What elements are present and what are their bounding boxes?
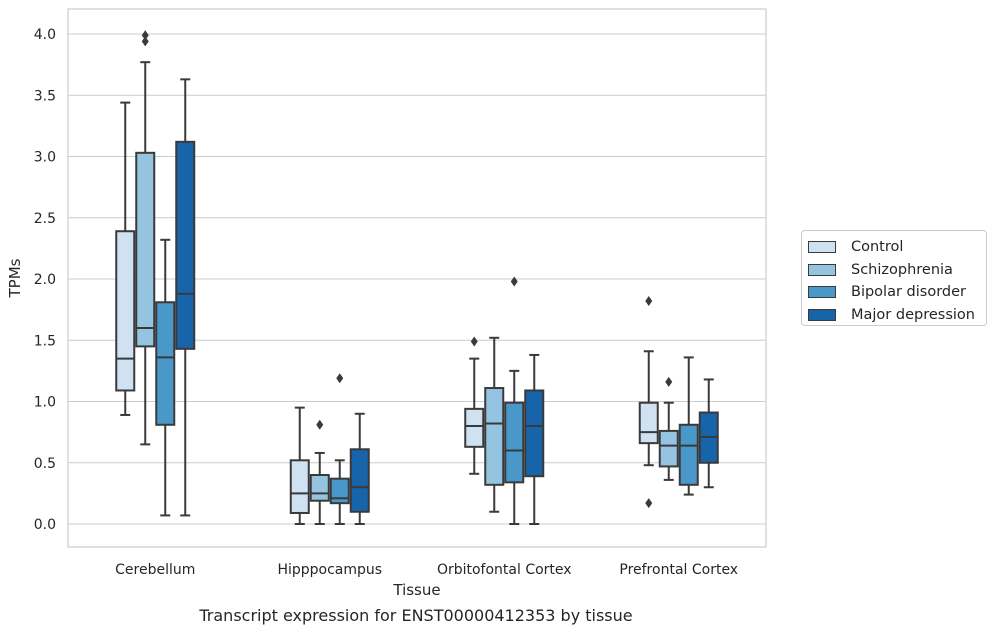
y-tick-label: 1.5 [34,333,56,349]
outlier-point [141,30,149,41]
outlier-point [510,276,518,287]
y-tick-label: 2.0 [34,272,56,288]
box-major-depression-2 [524,353,545,525]
x-tick-label: Orbitofontal Cortex [437,562,572,578]
box-body [504,401,525,484]
y-tick-labels: 0.0 0.5 1.0 1.5 2.0 2.5 3.0 3.5 4.0 [34,27,56,533]
legend-swatch-schizophrenia [808,263,836,276]
box-body [484,387,505,486]
box-schizophrenia-1 [309,419,330,525]
legend-label-control: Control [851,239,904,256]
y-axis-label: TPMs [6,258,24,298]
y-tick-label: 0.5 [34,456,56,472]
boxes-layer [115,30,719,525]
outlier-point [645,296,653,307]
legend-swatch-bipolar-disorder [808,286,836,299]
outlier-point [316,419,324,430]
box-bipolar-disorder-3 [678,356,699,496]
outlier-point [336,373,344,384]
box-control-3 [638,296,659,509]
outlier-point [141,36,149,47]
plot-frame [67,8,767,548]
outlier-point [645,498,653,509]
legend-item-schizophrenia: Schizophrenia [808,259,986,282]
y-tick-label: 2.5 [34,211,56,227]
y-tick-label: 0.0 [34,517,56,533]
box-body [524,389,545,478]
box-body [115,230,136,392]
box-body [349,448,370,513]
outlier-point [470,336,478,347]
x-tick-label: Prefrontal Cortex [619,562,738,578]
legend-item-major-depression: Major depression [808,304,986,327]
legend-item-control: Control [808,236,986,259]
x-tick-label: Cerebellum [115,562,195,578]
y-tick-label: 3.5 [34,88,56,104]
box-schizophrenia-3 [658,376,679,481]
box-major-depression-3 [698,378,719,489]
box-bipolar-disorder-0 [155,238,176,517]
box-body [329,477,350,505]
legend: Control Schizophrenia Bipolar disorder M… [801,230,987,326]
box-schizophrenia-2 [484,336,505,513]
box-body [309,474,330,502]
box-control-0 [115,101,136,416]
box-schizophrenia-0 [135,30,156,446]
box-bipolar-disorder-2 [504,276,525,525]
legend-label-schizophrenia: Schizophrenia [851,261,953,278]
box-body [289,459,310,514]
box-body [678,423,699,486]
box-body [658,429,679,468]
y-tick-label: 1.0 [34,395,56,411]
plot-border [67,8,767,548]
box-bipolar-disorder-1 [329,373,350,525]
legend-swatch-major-depression [808,308,836,321]
box-body [638,401,659,445]
box-control-2 [464,336,485,475]
y-tick-label: 3.0 [34,150,56,166]
box-body [464,407,485,448]
box-major-depression-1 [349,412,370,525]
box-control-1 [289,406,310,525]
x-axis-label: Tissue [392,581,440,599]
box-body [155,301,176,426]
outlier-point [665,376,673,387]
legend-swatch-control [808,241,836,254]
y-tick-label: 4.0 [34,27,56,43]
legend-label-major-depression: Major depression [851,306,975,323]
box-body [175,140,196,350]
x-tick-labels: Cerebellum Hipppocampus Orbitofontal Corte… [115,562,738,578]
chart-title: Transcript expression for ENST0000041235… [199,606,633,625]
box-major-depression-0 [175,78,196,517]
legend-item-bipolar-disorder: Bipolar disorder [808,281,986,304]
x-tick-label: Hipppocampus [277,562,382,578]
box-body [135,151,156,348]
legend-label-bipolar-disorder: Bipolar disorder [851,284,966,301]
